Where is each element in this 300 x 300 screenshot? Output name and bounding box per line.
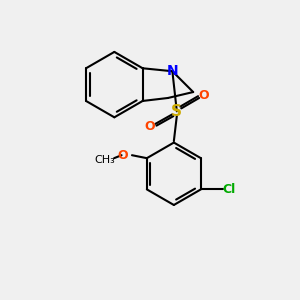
Text: Cl: Cl: [223, 183, 236, 196]
Text: O: O: [145, 120, 155, 133]
Text: O: O: [118, 149, 128, 162]
Text: O: O: [198, 88, 209, 101]
Text: S: S: [171, 104, 182, 119]
Text: CH₃: CH₃: [95, 155, 116, 165]
Text: N: N: [167, 64, 178, 78]
